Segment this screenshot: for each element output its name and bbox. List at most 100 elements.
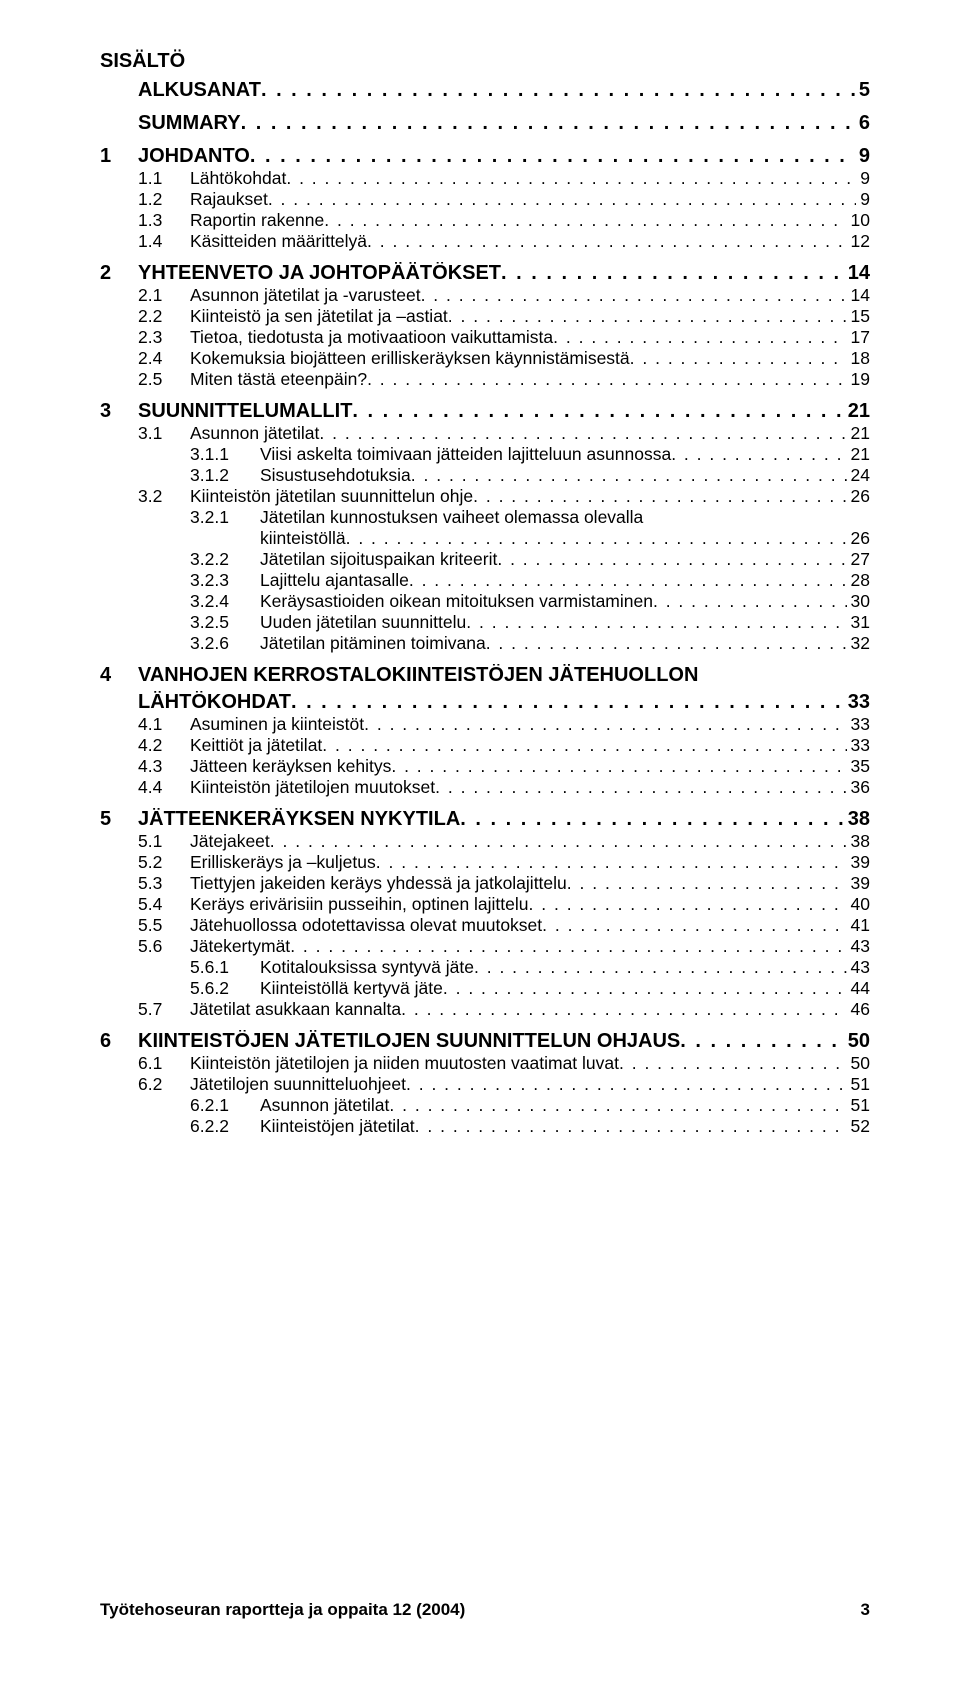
toc-entry-number: 4 <box>100 664 138 687</box>
toc-entry-page: 26 <box>847 528 870 549</box>
toc-entry: 2YHTEENVETO JA JOHTOPÄÄTÖKSET. . . . . .… <box>100 262 870 285</box>
toc-entry-page: 50 <box>844 1030 870 1053</box>
toc-entry-number: 4.2 <box>100 735 190 756</box>
toc-entry-label: Keittiöt ja jätetilat <box>190 735 322 756</box>
toc-entry-label: Jätetilojen suunnitteluohjeet <box>190 1074 406 1095</box>
toc-entry: 3.2.1Jätetilan kunnostuksen vaiheet olem… <box>100 507 870 528</box>
toc-entry-page: 21 <box>844 400 870 423</box>
toc-entry-number: 2.3 <box>100 327 190 348</box>
toc-entry: 3.1.1Viisi askelta toimivaan jätteiden l… <box>100 444 870 465</box>
toc-entry-page: 38 <box>847 831 870 852</box>
toc-leader-dots: . . . . . . . . . . . . . . . . . . . . … <box>542 915 846 936</box>
toc-entry-page: 9 <box>855 145 870 168</box>
toc-entry-label: Jätetilan sijoituspaikan kriteerit <box>260 549 497 570</box>
toc-entry-number: 6.1 <box>100 1053 190 1074</box>
toc-leader-dots: . . . . . . . . . . . . . . . . . . . . … <box>653 591 847 612</box>
toc-entry-page: 39 <box>847 852 870 873</box>
toc-entry-number: 2.5 <box>100 369 190 390</box>
toc-entry: 3.2.2Jätetilan sijoituspaikan kriteerit.… <box>100 549 870 570</box>
toc-entry-page: 12 <box>847 231 870 252</box>
toc-entry-label: Jätteen keräyksen kehitys <box>190 756 391 777</box>
toc-entry-number: 2 <box>100 262 138 285</box>
toc-entry-page: 31 <box>847 612 870 633</box>
toc-entry-number: 3.2.6 <box>100 633 260 654</box>
toc-entry: 1JOHDANTO. . . . . . . . . . . . . . . .… <box>100 145 870 168</box>
toc-entry: 6.2.1Asunnon jätetilat. . . . . . . . . … <box>100 1095 870 1116</box>
toc-leader-dots: . . . . . . . . . . . . . . . . . . . . … <box>322 735 846 756</box>
toc-leader-dots: . . . . . . . . . . . . . . . . . . . . … <box>367 231 846 252</box>
toc-leader-dots: . . . . . . . . . . . . . . . . . . . . … <box>415 1116 847 1137</box>
toc-entry-number: 3.2.1 <box>100 507 260 528</box>
toc-entry-page: 19 <box>847 369 870 390</box>
toc-entry-number: 5.6.2 <box>100 978 260 999</box>
toc-leader-dots: . . . . . . . . . . . . . . . . . . . . … <box>501 262 844 285</box>
toc-entry-label: Kotitalouksissa syntyvä jäte <box>260 957 474 978</box>
footer-left: Työtehoseuran raportteja ja oppaita 12 (… <box>100 1600 465 1620</box>
toc-entry-label: KIINTEISTÖJEN JÄTETILOJEN SUUNNITTELUN O… <box>138 1030 680 1053</box>
toc-entry-page: 24 <box>847 465 870 486</box>
toc-entry: 5.6.2Kiinteistöllä kertyvä jäte. . . . .… <box>100 978 870 999</box>
toc-leader-dots: . . . . . . . . . . . . . . . . . . . . … <box>270 831 847 852</box>
toc-entry-page: 39 <box>847 873 870 894</box>
toc-entry-page: 18 <box>847 348 870 369</box>
toc-entry: 6.2Jätetilojen suunnitteluohjeet. . . . … <box>100 1074 870 1095</box>
toc-entry-page: 27 <box>847 549 870 570</box>
toc-entry-number: 4.3 <box>100 756 190 777</box>
toc-entry: 5.4Keräys erivärisiin pusseihin, optinen… <box>100 894 870 915</box>
toc-entry-page: 14 <box>847 285 870 306</box>
toc-entry-label: Viisi askelta toimivaan jätteiden lajitt… <box>260 444 671 465</box>
toc-entry-label: kiinteistöllä <box>260 528 346 549</box>
toc-entry-number: 4.4 <box>100 777 190 798</box>
toc-entry-page: 33 <box>847 714 870 735</box>
toc-entry: 5.6.1Kotitalouksissa syntyvä jäte. . . .… <box>100 957 870 978</box>
toc-leader-dots: . . . . . . . . . . . . . . . . . . . . … <box>443 978 847 999</box>
toc-entry-number: 5.2 <box>100 852 190 873</box>
toc-entry-page: 33 <box>847 735 870 756</box>
toc-leader-dots: . . . . . . . . . . . . . . . . . . . . … <box>671 444 846 465</box>
toc-entry-page: 50 <box>847 1053 870 1074</box>
toc-entry: 1.1Lähtökohdat. . . . . . . . . . . . . … <box>100 168 870 189</box>
toc-entry-label: JOHDANTO <box>138 145 250 168</box>
toc-entry-number: 6.2.2 <box>100 1116 260 1137</box>
toc-entry-page: 38 <box>844 808 870 831</box>
toc-entry-number: 1.2 <box>100 189 190 210</box>
toc-entry-page: 6 <box>855 112 870 135</box>
toc-entry-page: 43 <box>847 957 870 978</box>
toc-entry: 1.3Raportin rakenne. . . . . . . . . . .… <box>100 210 870 231</box>
toc-entry: 3.2Kiinteistön jätetilan suunnittelun oh… <box>100 486 870 507</box>
toc-entry-label: Jätehuollossa odotettavissa olevat muuto… <box>190 915 542 936</box>
toc-entry: 3.2.5Uuden jätetilan suunnittelu. . . . … <box>100 612 870 633</box>
toc-entry: 2.4Kokemuksia biojätteen erilliskeräykse… <box>100 348 870 369</box>
toc-leader-dots: . . . . . . . . . . . . . . . . . . . . … <box>435 777 846 798</box>
toc-entry-label: Asunnon jätetilat <box>260 1095 389 1116</box>
toc-entry: 1.2Rajaukset. . . . . . . . . . . . . . … <box>100 189 870 210</box>
toc-entry-number: 3.1.1 <box>100 444 260 465</box>
toc-entry-label: JÄTTEENKERÄYKSEN NYKYTILA <box>138 808 460 831</box>
toc-entry-number: 3.2.3 <box>100 570 260 591</box>
toc-leader-dots: . . . . . . . . . . . . . . . . . . . . … <box>486 633 847 654</box>
toc-entry-page: 44 <box>847 978 870 999</box>
toc-leader-dots: . . . . . . . . . . . . . . . . . . . . … <box>406 1074 847 1095</box>
toc-entry-number: 1 <box>100 145 138 168</box>
toc-entry-number: 2.1 <box>100 285 190 306</box>
toc-entry-number: 3.2.4 <box>100 591 260 612</box>
toc-entry-label: Jätekertymät <box>190 936 290 957</box>
toc-entry-label: Keräysastioiden oikean mitoituksen varmi… <box>260 591 653 612</box>
toc-entry-page: 17 <box>847 327 870 348</box>
toc-leader-dots: . . . . . . . . . . . . . . . . . . . . … <box>291 691 844 714</box>
toc-leader-dots: . . . . . . . . . . . . . . . . . . . . … <box>497 549 846 570</box>
toc-leader-dots: . . . . . . . . . . . . . . . . . . . . … <box>553 327 846 348</box>
toc-entry-number: 5.7 <box>100 999 190 1020</box>
toc-entry-number: 3.2.5 <box>100 612 260 633</box>
toc-leader-dots: . . . . . . . . . . . . . . . . . . . . … <box>261 79 855 102</box>
toc-entry-number: 6.2 <box>100 1074 190 1095</box>
toc-entry-page: 51 <box>847 1095 870 1116</box>
toc-entry: 5.6Jätekertymät. . . . . . . . . . . . .… <box>100 936 870 957</box>
toc-leader-dots: . . . . . . . . . . . . . . . . . . . . … <box>680 1030 843 1053</box>
toc-leader-dots: . . . . . . . . . . . . . . . . . . . . … <box>411 465 847 486</box>
toc-entry-number: 1.1 <box>100 168 190 189</box>
toc-entry-number: 4.1 <box>100 714 190 735</box>
toc-leader-dots: . . . . . . . . . . . . . . . . . . . . … <box>567 873 847 894</box>
toc-entry-label: YHTEENVETO JA JOHTOPÄÄTÖKSET <box>138 262 501 285</box>
toc-entry-number: 3.2 <box>100 486 190 507</box>
